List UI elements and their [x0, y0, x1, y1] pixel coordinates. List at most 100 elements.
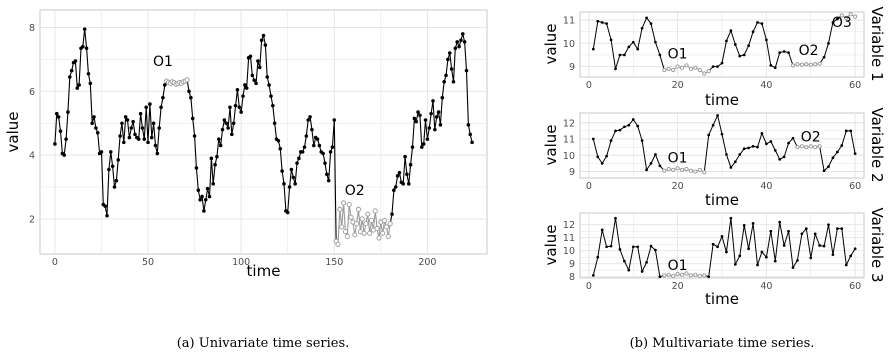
- annotations: O1 O2 O3: [668, 15, 852, 62]
- data-point: [90, 121, 94, 126]
- annotations: O1 O2: [668, 129, 821, 166]
- ticks: 0 20 40 60 9 10 11 12: [563, 118, 861, 192]
- data-point: [711, 65, 715, 68]
- data-point: [265, 75, 270, 79]
- data-point: [230, 132, 234, 137]
- data-point: [640, 139, 644, 142]
- data-point: [120, 121, 124, 126]
- outlier-point: [804, 145, 809, 150]
- data-point: [853, 152, 857, 155]
- data-point: [649, 244, 653, 248]
- data-point: [645, 168, 648, 172]
- outlier-annotation: O2: [801, 129, 821, 145]
- outlier-point: [354, 221, 360, 227]
- outlier-point: [662, 67, 667, 73]
- x-tick-label: 40: [760, 80, 772, 91]
- data-point: [751, 222, 755, 225]
- data-point: [267, 83, 271, 87]
- series-layer: [591, 216, 857, 279]
- data-point: [720, 235, 724, 238]
- data-point: [248, 54, 253, 59]
- data-point: [438, 123, 443, 127]
- data-point: [627, 123, 631, 127]
- outlier-point: [675, 272, 680, 277]
- data-point: [75, 86, 80, 90]
- data-point: [297, 156, 301, 161]
- data-point: [254, 81, 258, 86]
- data-point: [77, 83, 81, 87]
- data-point: [244, 86, 249, 90]
- data-point: [636, 47, 640, 51]
- outlier-point: [693, 272, 698, 277]
- data-point: [618, 248, 622, 251]
- data-point: [707, 133, 711, 137]
- x-tick-label: 0: [586, 281, 592, 292]
- data-point: [747, 44, 750, 48]
- data-point: [332, 118, 337, 122]
- y-tick-label: 10: [563, 151, 575, 162]
- x-tick-label: 200: [418, 257, 436, 268]
- data-point: [144, 105, 148, 110]
- data-point: [410, 145, 415, 149]
- y-tick-label: 9: [569, 259, 575, 270]
- outlier-point: [383, 224, 389, 230]
- outlier-point: [839, 13, 844, 18]
- data-point: [306, 118, 310, 122]
- data-point: [291, 175, 296, 180]
- data-point: [228, 105, 232, 110]
- data-point: [62, 153, 66, 157]
- data-point: [609, 244, 613, 248]
- x-tick-label: 0: [586, 181, 592, 192]
- outlier-point: [341, 200, 347, 206]
- data-point: [831, 156, 835, 160]
- data-point: [729, 29, 733, 32]
- data-point: [218, 143, 223, 148]
- data-point: [827, 165, 830, 168]
- outlier-point: [853, 14, 858, 19]
- data-point: [312, 143, 316, 148]
- data-point: [756, 21, 759, 24]
- data-point: [209, 156, 214, 161]
- data-point: [271, 103, 275, 108]
- data-point: [760, 131, 764, 135]
- data-point: [466, 123, 471, 127]
- data-point: [118, 134, 122, 138]
- data-point: [421, 142, 426, 146]
- outlier-point: [680, 272, 685, 277]
- panel-strip-label: Variable 2: [868, 107, 886, 182]
- data-point: [444, 73, 448, 78]
- outlier-point: [702, 71, 707, 76]
- data-point: [446, 57, 450, 62]
- outlier-point: [697, 273, 702, 279]
- data-point: [707, 275, 711, 279]
- variable-1-chart: 0 20 40 60 9 10 11 O1 O2 O3 time value Variable …: [542, 6, 886, 109]
- ticks: 0 20 40 60 9 10 11: [563, 16, 861, 91]
- x-tick-label: 0: [52, 257, 58, 268]
- data-point: [68, 75, 72, 79]
- data-point: [773, 149, 777, 152]
- outlier-point: [808, 144, 813, 149]
- data-point: [738, 54, 742, 58]
- data-point: [315, 137, 320, 141]
- outlier-point: [684, 271, 689, 276]
- data-point: [321, 151, 325, 156]
- data-point: [189, 95, 193, 100]
- data-point: [453, 46, 458, 51]
- annotations: O1: [668, 258, 688, 274]
- data-point: [769, 140, 773, 143]
- outlier-point: [799, 62, 804, 67]
- data-point: [605, 245, 608, 249]
- data-point: [131, 119, 135, 124]
- outlier-annotation: O1: [668, 258, 688, 274]
- data-point: [405, 172, 409, 177]
- outlier-series-line: [664, 272, 705, 277]
- data-point: [425, 137, 430, 141]
- data-point: [787, 51, 790, 54]
- data-point: [627, 45, 631, 49]
- data-point: [720, 132, 724, 136]
- data-point: [442, 79, 446, 84]
- data-point: [605, 154, 608, 158]
- data-point: [56, 115, 61, 119]
- x-axis-title: time: [705, 290, 739, 308]
- data-point: [447, 51, 452, 55]
